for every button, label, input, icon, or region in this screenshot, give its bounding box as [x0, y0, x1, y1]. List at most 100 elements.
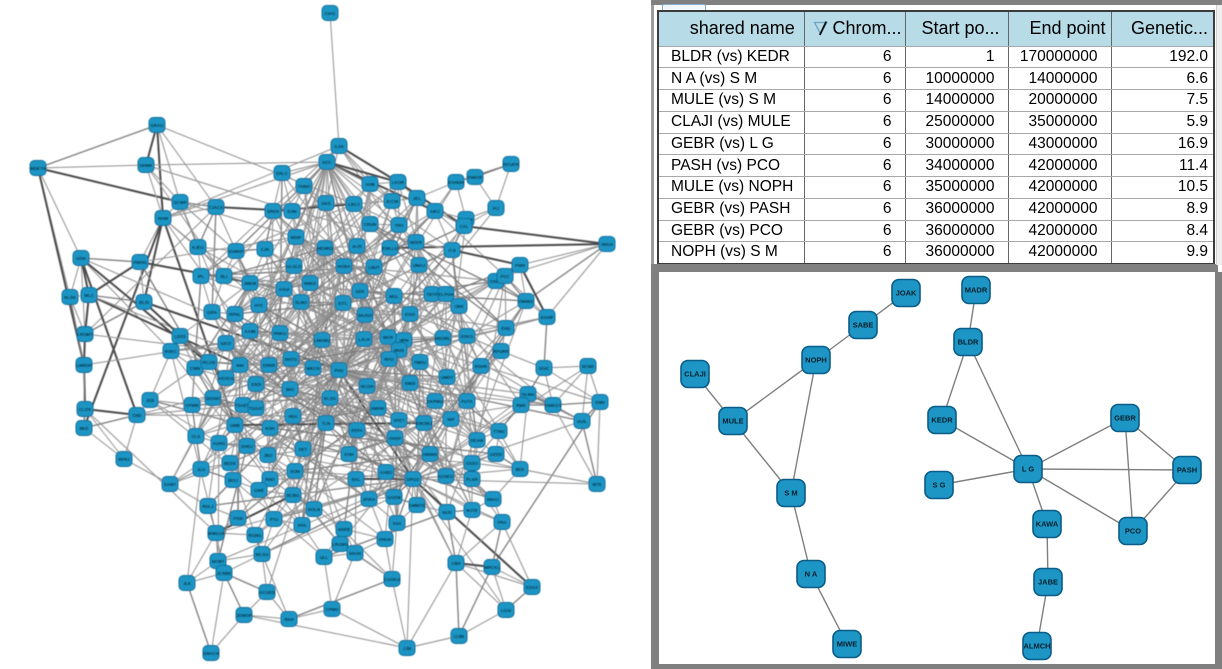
svg-text:RGNG: RGNG	[249, 533, 263, 538]
svg-text:LKOR: LKOR	[392, 180, 405, 185]
svg-text:OMWO: OMWO	[519, 299, 534, 304]
svg-text:KGHP: KGHP	[541, 315, 554, 320]
svg-text:KDH: KDH	[265, 426, 274, 431]
svg-text:KJEG: KJEG	[192, 245, 204, 250]
svg-text:WLC: WLC	[84, 293, 94, 298]
svg-text:NSEB: NSEB	[338, 527, 350, 532]
svg-text:KAWA: KAWA	[1036, 520, 1059, 529]
svg-text:WKCN: WKCN	[306, 366, 319, 371]
svg-text:DSKG: DSKG	[461, 334, 474, 339]
svg-text:JLK: JLK	[183, 581, 192, 586]
svg-text:AAIM: AAIM	[245, 329, 256, 334]
svg-text:DHDJ: DHDJ	[241, 444, 253, 449]
svg-text:TSAEW: TSAEW	[235, 403, 251, 408]
svg-text:BKE: BKE	[79, 426, 88, 431]
svg-text:GIGNO: GIGNO	[206, 396, 221, 401]
svg-text:MIWE: MIWE	[837, 640, 857, 649]
svg-text:CPMD: CPMD	[326, 607, 339, 612]
svg-text:RHTG: RHTG	[285, 357, 298, 362]
svg-text:EOH: EOH	[344, 452, 353, 457]
svg-text:EWJWJ: EWJWJ	[416, 421, 432, 426]
svg-text:AABO: AABO	[380, 470, 393, 475]
svg-text:HWHK: HWHK	[371, 406, 385, 411]
svg-text:OIHI: OIHI	[455, 304, 464, 309]
svg-text:SOM: SOM	[290, 469, 300, 474]
svg-text:ICDD: ICDD	[405, 312, 416, 317]
svg-text:IHH: IHH	[236, 363, 243, 368]
svg-text:HWMH: HWMH	[423, 452, 437, 457]
svg-text:PRA: PRA	[497, 520, 506, 525]
svg-text:RDLJ: RDLJ	[202, 504, 214, 509]
svg-text:DKPMU: DKPMU	[427, 399, 443, 404]
svg-text:GWE: GWE	[254, 488, 264, 493]
svg-text:GCWP: GCWP	[173, 200, 187, 205]
svg-text:CPWB: CPWB	[185, 403, 198, 408]
svg-text:UMAJ: UMAJ	[413, 263, 426, 268]
svg-text:PIJ: PIJ	[493, 206, 500, 211]
svg-text:TABIO: TABIO	[297, 184, 311, 189]
svg-text:WCR: WCR	[383, 335, 394, 340]
svg-text:AISK: AISK	[76, 256, 87, 261]
svg-text:HPN: HPN	[399, 338, 408, 343]
svg-text:SAMT: SAMT	[164, 482, 177, 487]
svg-text:RPURR: RPURR	[493, 349, 509, 354]
svg-text:RPO: RPO	[384, 357, 394, 362]
svg-text:LBCJ: LBCJ	[348, 202, 360, 207]
svg-text:WWUJA: WWUJA	[208, 531, 225, 536]
svg-text:IJJBI: IJJBI	[454, 634, 464, 639]
svg-text:MADR: MADR	[965, 286, 988, 295]
svg-text:TLN: TLN	[322, 421, 330, 426]
svg-text:RPRJ: RPRJ	[118, 457, 130, 462]
svg-text:TRO: TRO	[394, 223, 404, 228]
svg-text:NNAC: NNAC	[487, 497, 499, 502]
svg-text:BAL: BAL	[352, 477, 361, 482]
svg-text:GMMTE: GMMTE	[409, 503, 425, 508]
svg-text:JEL: JEL	[413, 196, 421, 201]
svg-text:RNKU: RNKU	[274, 331, 286, 336]
svg-text:N A: N A	[805, 570, 818, 579]
svg-text:ITJI: ITJI	[448, 248, 455, 253]
svg-text:CAL: CAL	[460, 224, 469, 229]
svg-text:JCCW: JCCW	[386, 199, 400, 204]
svg-text:TJACA: TJACA	[209, 205, 223, 210]
svg-text:SSA: SSA	[393, 521, 402, 526]
svg-text:JBO: JBO	[264, 453, 273, 458]
svg-text:KEDR: KEDR	[931, 416, 953, 425]
svg-text:RMS: RMS	[516, 403, 526, 408]
svg-text:RCJSI: RCJSI	[203, 360, 216, 365]
svg-text:OWKGT: OWKGT	[545, 403, 562, 408]
svg-text:JCRBE: JCRBE	[217, 571, 232, 576]
svg-text:JMKM: JMKM	[244, 281, 257, 286]
svg-text:PCC: PCC	[500, 274, 509, 279]
svg-text:JJM: JJM	[403, 646, 412, 651]
svg-text:UUIL: UUIL	[577, 419, 587, 424]
svg-text:GKS: GKS	[321, 201, 330, 206]
svg-text:SLNO: SLNO	[295, 300, 308, 305]
svg-text:LALH: LALH	[358, 337, 369, 342]
svg-text:SABE: SABE	[853, 321, 874, 330]
svg-text:PIWCR: PIWCR	[468, 175, 483, 180]
svg-text:WRCKL: WRCKL	[484, 565, 500, 570]
svg-text:NLSK: NLSK	[64, 295, 77, 300]
svg-text:ALMCH: ALMCH	[1023, 642, 1050, 651]
svg-text:MJTE: MJTE	[466, 508, 478, 513]
svg-text:OSBR: OSBR	[490, 279, 503, 284]
svg-text:EAHUH: EAHUH	[448, 180, 463, 185]
svg-text:LWBDP: LWBDP	[76, 363, 92, 368]
svg-text:NHJH: NHJH	[349, 551, 361, 556]
svg-text:L G: L G	[1022, 465, 1035, 474]
svg-text:CJN: CJN	[261, 247, 270, 252]
svg-text:RPHL: RPHL	[229, 312, 241, 317]
svg-text:BLI: BLI	[221, 274, 228, 279]
svg-text:PUU: PUU	[334, 368, 343, 373]
svg-text:NIP: NIP	[447, 417, 454, 422]
svg-text:DCUEH: DCUEH	[503, 162, 518, 167]
svg-text:AIKC: AIKC	[430, 209, 441, 214]
svg-text:PWH: PWH	[515, 263, 525, 268]
svg-text:MDKTH: MDKTH	[30, 166, 46, 171]
svg-text:OHSP: OHSP	[389, 436, 401, 441]
svg-text:CLG: CLG	[191, 434, 201, 439]
svg-text:PCO: PCO	[1125, 527, 1141, 536]
svg-text:DCC: DCC	[322, 160, 331, 165]
svg-text:IPL: IPL	[198, 274, 205, 279]
